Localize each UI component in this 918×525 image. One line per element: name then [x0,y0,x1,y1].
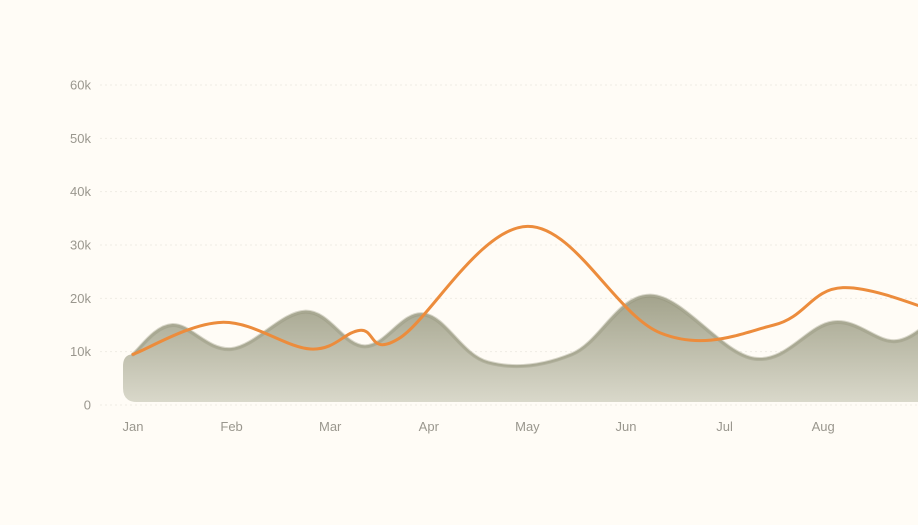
y-tick-label: 40k [70,184,91,199]
y-tick-label: 10k [70,344,91,359]
line-series [131,224,918,356]
x-tick-label: Jun [616,419,637,434]
y-tick-label: 60k [70,78,91,93]
x-tick-label: Feb [220,419,242,434]
x-tick-label: Aug [812,419,835,434]
y-tick-label: 0 [84,398,91,413]
area-fill [123,295,918,402]
y-tick-label: 50k [70,131,91,146]
x-axis: JanFebMarAprMayJunJulAugS [123,419,918,434]
area-outline [132,294,918,368]
x-tick-label: Mar [319,419,342,434]
x-tick-label: Jan [123,419,144,434]
x-tick-label: Apr [419,419,440,434]
y-tick-label: 30k [70,238,91,253]
x-tick-label: May [515,419,540,434]
y-tick-label: 20k [70,291,91,306]
x-tick-label: Jul [716,419,733,434]
